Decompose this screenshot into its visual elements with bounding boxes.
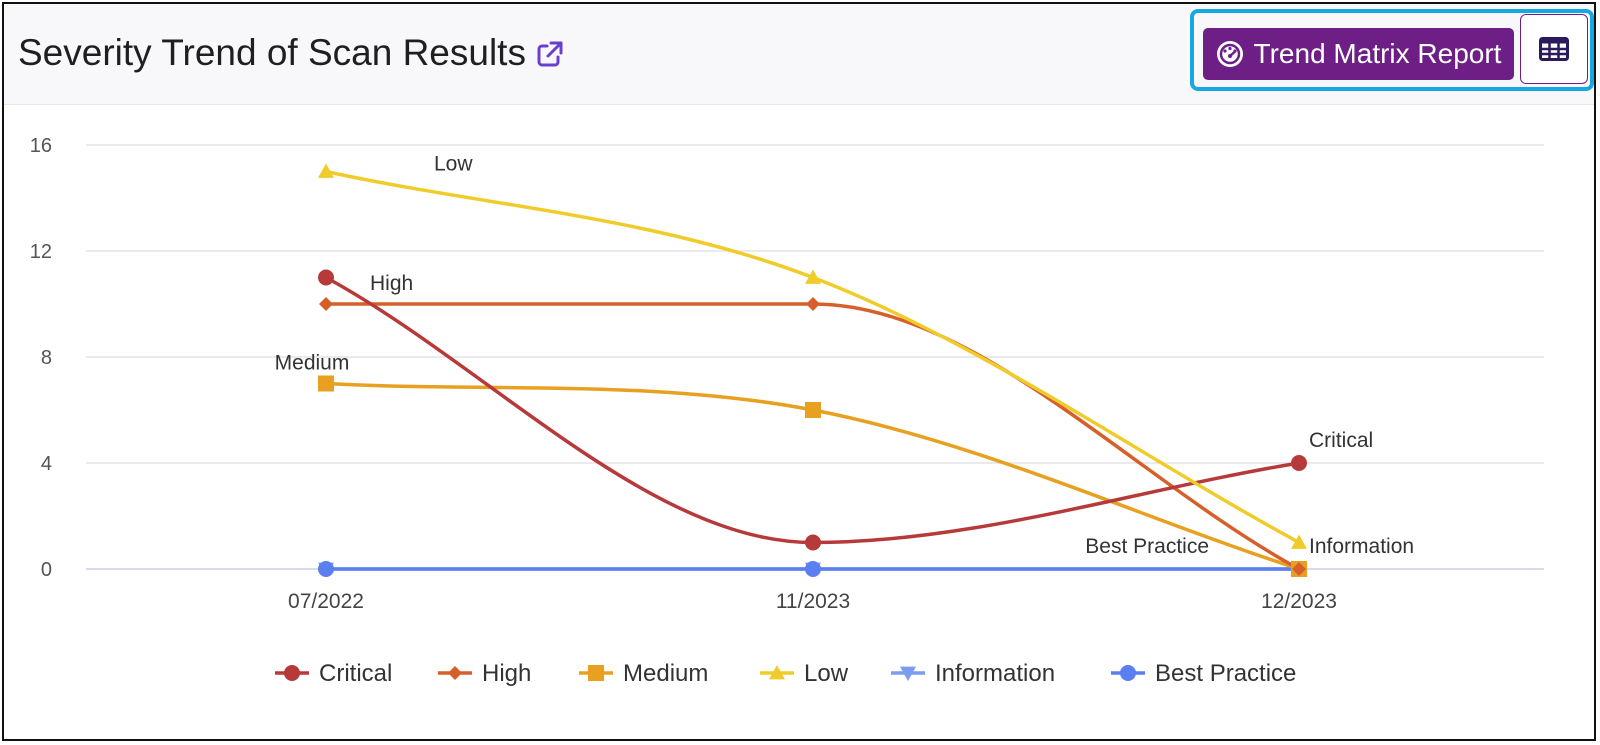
series-line-high (326, 302, 1300, 571)
data-point-low (318, 163, 334, 178)
y-tick-label: 16 (30, 135, 52, 157)
legend-marker (588, 665, 604, 681)
dashboard-gauge-icon (1216, 40, 1244, 68)
chart-area: 0 4 8 12 16 07/2022 11/2023 12/2023 Critical High… (4, 105, 1594, 739)
legend-item-best-practice[interactable]: Best Practice (1155, 660, 1296, 687)
data-label-medium: Medium (275, 352, 350, 375)
panel-header: Severity Trend of Scan Results (4, 4, 1594, 105)
table-grid-icon (1539, 37, 1569, 61)
legend-marker (769, 665, 785, 680)
data-point-best-practice (805, 561, 821, 577)
legend-item-high[interactable]: High (482, 660, 531, 687)
data-point-critical (1291, 455, 1307, 471)
page-title: Severity Trend of Scan Results (18, 32, 566, 74)
y-tick-label: 0 (41, 559, 52, 581)
legend-item-medium[interactable]: Medium (623, 660, 708, 687)
legend-item-low[interactable]: Low (804, 660, 849, 687)
data-label-information: Information (1309, 535, 1414, 558)
data-point-medium (318, 375, 334, 392)
trend-matrix-report-label: Trend Matrix Report (1253, 38, 1502, 69)
data-point-high (319, 297, 333, 311)
data-point-low (805, 269, 821, 284)
data-point-critical (805, 534, 821, 551)
x-tick-label: 11/2023 (776, 590, 850, 613)
data-label-critical: Critical (1309, 429, 1373, 452)
y-tick-label: 12 (30, 241, 52, 263)
chart-title: Severity Trend of Scan Results (18, 32, 526, 73)
y-tick-label: 4 (41, 453, 52, 475)
external-link-icon[interactable] (534, 37, 566, 69)
data-point-critical (318, 269, 334, 286)
severity-trend-chart: 0 4 8 12 16 07/2022 11/2023 12/2023 Critical High… (30, 135, 1544, 687)
legend-marker (448, 666, 462, 680)
toolbar-highlight (1190, 9, 1594, 91)
data-point-high (806, 297, 820, 311)
data-point-medium (805, 402, 821, 418)
data-point-high (1292, 562, 1306, 576)
data-label-low: Low (434, 153, 473, 176)
x-tick-label: 07/2022 (288, 590, 364, 613)
y-tick-label: 8 (41, 347, 52, 369)
data-label-best-practice: Best Practice (1085, 535, 1209, 558)
trend-matrix-report-button[interactable]: Trend Matrix Report (1203, 28, 1514, 80)
legend-item-information[interactable]: Information (935, 660, 1055, 687)
legend-item-critical[interactable]: Critical (319, 660, 392, 687)
legend-marker (284, 665, 300, 681)
data-point-best-practice (318, 561, 334, 577)
legend-marker (900, 666, 916, 681)
data-point-low (1291, 534, 1307, 549)
data-label-high: High (370, 272, 413, 295)
x-tick-label: 12/2023 (1261, 590, 1337, 613)
legend-marker (1120, 665, 1136, 681)
table-view-button[interactable] (1520, 14, 1588, 84)
